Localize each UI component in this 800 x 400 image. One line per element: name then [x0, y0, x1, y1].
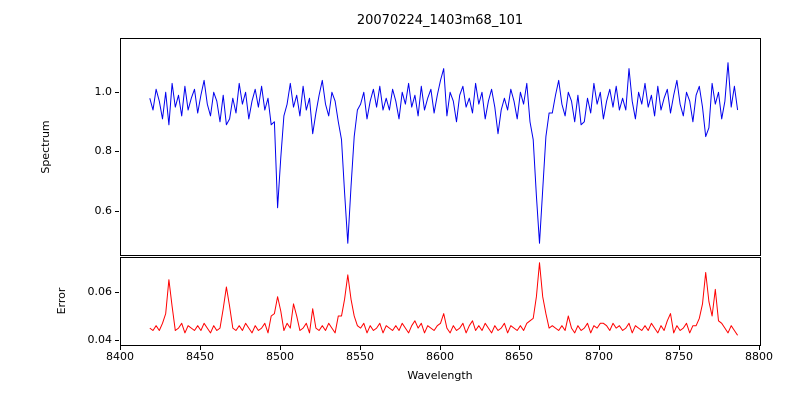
chart-title: 20070224_1403m68_101	[356, 13, 524, 28]
x-tick-mark	[360, 346, 361, 350]
x-tick-label: 8600	[426, 350, 454, 363]
x-tick-mark	[280, 346, 281, 350]
x-tick-label: 8550	[346, 350, 374, 363]
x-tick-mark	[120, 346, 121, 350]
error-y-axis-label: Error	[55, 287, 68, 315]
x-tick-label: 8750	[665, 350, 693, 363]
x-axis-label: Wavelength	[407, 369, 473, 382]
x-tick-label: 8400	[106, 350, 134, 363]
spectrum-plot-svg	[149, 62, 739, 244]
x-tick-mark	[679, 346, 680, 350]
x-tick-mark	[759, 346, 760, 350]
x-tick-label: 8650	[505, 350, 533, 363]
x-tick-label: 8500	[266, 350, 294, 363]
x-tick-mark	[200, 346, 201, 350]
error-plot-svg	[149, 262, 739, 336]
x-tick-mark	[440, 346, 441, 350]
y-tick-mark	[115, 292, 119, 293]
y-tick-mark	[115, 211, 119, 212]
x-tick-label: 8700	[585, 350, 613, 363]
x-tick-label: 8800	[745, 350, 773, 363]
y-tick-label: 0.6	[94, 204, 113, 217]
x-tick-mark	[519, 346, 520, 350]
y-tick-mark	[115, 340, 119, 341]
y-tick-label: 0.06	[87, 285, 113, 298]
error-line	[149, 262, 739, 336]
x-tick-label: 8450	[186, 350, 214, 363]
y-tick-label: 1.0	[94, 85, 113, 98]
spectrum-axes	[120, 38, 761, 256]
spectrum-line	[149, 62, 739, 244]
x-tick-mark	[599, 346, 600, 350]
error-axes	[120, 257, 761, 346]
y-tick-mark	[115, 92, 119, 93]
y-tick-mark	[115, 151, 119, 152]
y-tick-label: 0.8	[94, 144, 113, 157]
y-tick-label: 0.04	[87, 333, 113, 346]
